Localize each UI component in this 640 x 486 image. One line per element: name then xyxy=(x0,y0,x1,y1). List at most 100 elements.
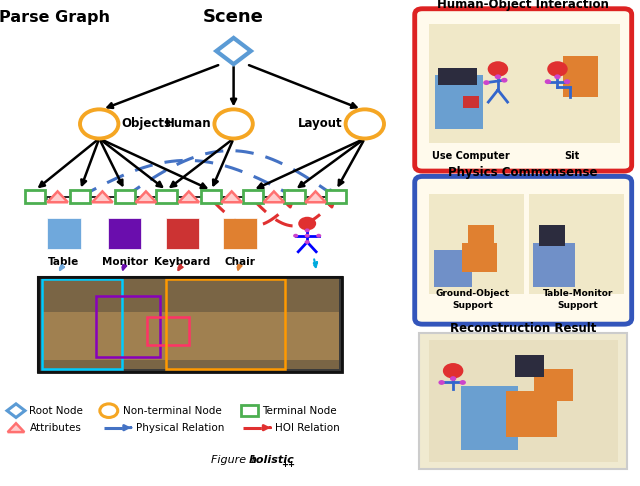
FancyBboxPatch shape xyxy=(166,218,199,249)
Bar xyxy=(70,190,90,204)
Text: Ground-Object
Support: Ground-Object Support xyxy=(436,290,510,310)
FancyBboxPatch shape xyxy=(533,243,575,287)
Text: ...: ... xyxy=(44,191,58,203)
Circle shape xyxy=(554,74,561,79)
Polygon shape xyxy=(305,191,326,202)
Circle shape xyxy=(305,240,310,244)
Circle shape xyxy=(305,234,310,238)
FancyBboxPatch shape xyxy=(461,386,518,450)
FancyBboxPatch shape xyxy=(108,218,141,249)
Circle shape xyxy=(483,80,490,85)
Text: Table-Monitor
Support: Table-Monitor Support xyxy=(543,290,613,310)
Bar xyxy=(326,190,346,204)
Circle shape xyxy=(443,363,463,379)
Text: Layout: Layout xyxy=(298,118,342,130)
Circle shape xyxy=(80,109,118,139)
Circle shape xyxy=(460,380,466,385)
FancyBboxPatch shape xyxy=(415,176,632,324)
FancyBboxPatch shape xyxy=(419,333,627,469)
Circle shape xyxy=(564,79,570,84)
Text: Parse Graph: Parse Graph xyxy=(0,10,110,24)
Polygon shape xyxy=(179,191,199,202)
FancyBboxPatch shape xyxy=(435,75,483,129)
Text: Non-terminal Node: Non-terminal Node xyxy=(123,406,221,416)
Bar xyxy=(166,279,285,369)
Polygon shape xyxy=(216,38,251,64)
Circle shape xyxy=(488,61,508,77)
Polygon shape xyxy=(7,404,25,417)
FancyBboxPatch shape xyxy=(468,225,494,246)
FancyBboxPatch shape xyxy=(434,250,472,287)
Circle shape xyxy=(450,376,456,381)
Circle shape xyxy=(298,217,316,230)
FancyBboxPatch shape xyxy=(534,369,573,401)
FancyBboxPatch shape xyxy=(42,277,339,369)
Text: Physics Commonsense: Physics Commonsense xyxy=(449,166,598,179)
FancyBboxPatch shape xyxy=(47,218,81,249)
Polygon shape xyxy=(221,191,242,202)
FancyBboxPatch shape xyxy=(415,9,632,171)
Circle shape xyxy=(305,228,310,232)
Text: Terminal Node: Terminal Node xyxy=(262,406,337,416)
Text: Scene: Scene xyxy=(203,8,264,26)
Text: Attributes: Attributes xyxy=(29,423,81,433)
FancyBboxPatch shape xyxy=(429,194,524,294)
FancyBboxPatch shape xyxy=(506,391,557,437)
FancyBboxPatch shape xyxy=(438,68,477,85)
FancyBboxPatch shape xyxy=(463,96,479,108)
Bar xyxy=(115,190,135,204)
Bar xyxy=(243,190,263,204)
Bar xyxy=(241,405,258,416)
Text: holistic: holistic xyxy=(248,455,294,465)
Polygon shape xyxy=(8,423,24,432)
Circle shape xyxy=(547,61,568,77)
FancyBboxPatch shape xyxy=(42,312,339,360)
Circle shape xyxy=(501,78,508,83)
Circle shape xyxy=(545,79,551,84)
Bar xyxy=(201,190,221,204)
Bar xyxy=(96,295,160,357)
Text: Keyboard: Keyboard xyxy=(154,257,211,267)
FancyBboxPatch shape xyxy=(38,277,342,372)
Bar xyxy=(25,190,45,204)
Polygon shape xyxy=(264,191,284,202)
Text: Table: Table xyxy=(49,257,79,267)
FancyBboxPatch shape xyxy=(429,340,618,462)
Text: HOI Relation: HOI Relation xyxy=(275,423,340,433)
Polygon shape xyxy=(92,191,113,202)
Circle shape xyxy=(316,234,321,238)
Bar xyxy=(284,190,305,204)
Bar xyxy=(156,190,177,204)
Bar xyxy=(42,279,122,369)
Circle shape xyxy=(438,380,445,385)
Circle shape xyxy=(495,74,501,79)
FancyBboxPatch shape xyxy=(563,56,598,97)
FancyBboxPatch shape xyxy=(515,355,544,377)
Text: Root Node: Root Node xyxy=(29,406,83,416)
Text: Objects: Objects xyxy=(122,118,172,130)
Text: Human-Object Interaction: Human-Object Interaction xyxy=(437,0,609,11)
Text: Physical Relation: Physical Relation xyxy=(136,423,224,433)
Text: Use Computer: Use Computer xyxy=(432,152,509,161)
FancyBboxPatch shape xyxy=(540,225,565,246)
FancyBboxPatch shape xyxy=(525,24,620,143)
Text: Reconstruction Result: Reconstruction Result xyxy=(450,322,596,334)
Text: Human: Human xyxy=(164,118,211,130)
Circle shape xyxy=(293,234,298,238)
FancyBboxPatch shape xyxy=(462,243,497,272)
Text: ++: ++ xyxy=(282,460,296,469)
Text: Chair: Chair xyxy=(225,257,255,267)
FancyBboxPatch shape xyxy=(529,194,624,294)
Polygon shape xyxy=(136,191,156,202)
Text: Monitor: Monitor xyxy=(102,257,148,267)
Bar xyxy=(147,317,189,345)
FancyBboxPatch shape xyxy=(223,218,257,249)
FancyBboxPatch shape xyxy=(429,24,525,143)
Polygon shape xyxy=(47,191,68,202)
Circle shape xyxy=(214,109,253,139)
Bar xyxy=(38,277,342,372)
Circle shape xyxy=(346,109,384,139)
Circle shape xyxy=(100,404,118,417)
Text: Sit: Sit xyxy=(564,152,579,161)
Text: Figure 1.: Figure 1. xyxy=(211,455,264,465)
